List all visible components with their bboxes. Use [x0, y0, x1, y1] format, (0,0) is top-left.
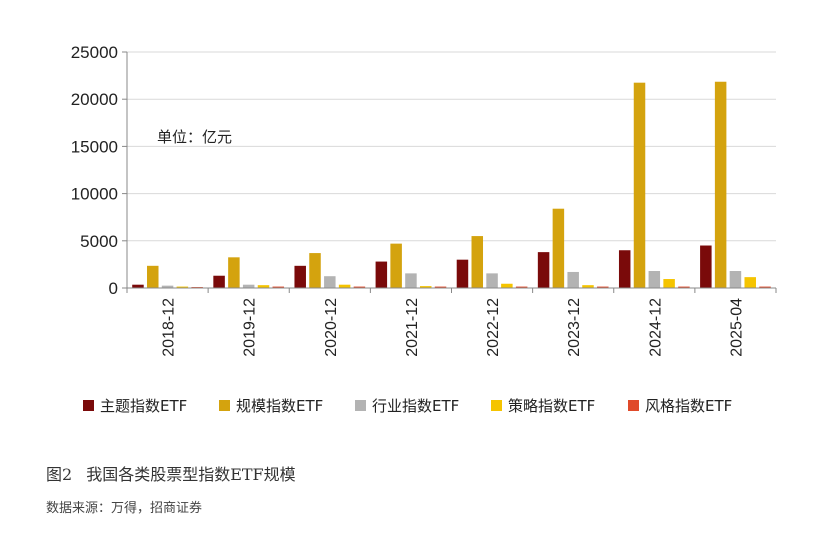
- legend-swatch: [83, 400, 94, 411]
- bar: [309, 253, 321, 288]
- unit-label: 单位：亿元: [157, 128, 232, 146]
- bar: [501, 283, 513, 288]
- bar: [434, 286, 447, 288]
- bar: [228, 257, 240, 288]
- bar: [486, 273, 498, 288]
- y-tick-label: 15000: [71, 137, 118, 156]
- bar: [176, 286, 189, 288]
- bar: [294, 265, 306, 288]
- grid-lines: [127, 51, 776, 242]
- x-tick-label: 2021-12: [404, 298, 421, 357]
- bar: [567, 271, 579, 288]
- bar: [648, 271, 661, 288]
- x-tick-label: 2018-12: [161, 298, 178, 357]
- bar: [257, 285, 270, 288]
- bar: [213, 275, 225, 288]
- legend-label: 行业指数ETF: [372, 397, 459, 415]
- legend-swatch: [355, 400, 366, 411]
- bar: [375, 261, 388, 288]
- x-tick-label: 2022-12: [485, 298, 502, 357]
- legend-swatch: [491, 400, 502, 411]
- figure-title: 我国各类股票型指数ETF规模: [86, 465, 296, 484]
- legend-label: 主题指数ETF: [100, 397, 187, 415]
- bar: [147, 265, 159, 288]
- y-tick-label: 20000: [71, 90, 118, 109]
- bar: [537, 252, 550, 288]
- legend-label: 策略指数ETF: [508, 397, 595, 415]
- bar: [678, 286, 690, 288]
- bar: [618, 250, 631, 288]
- bar: [324, 276, 336, 288]
- tick-labels: 0 5000 10000 15000 20000 25000 2018-12 2019-12 2…: [71, 43, 746, 357]
- bar: [700, 245, 712, 288]
- y-tick-label: 0: [109, 279, 118, 298]
- bar: [729, 271, 742, 288]
- bar: [663, 279, 675, 288]
- bar-chart: 0 5000 10000 15000 20000 25000 2018-12 2019-12 2…: [71, 43, 777, 415]
- figure-caption: 图2 我国各类股票型指数ETF规模: [46, 461, 296, 485]
- data-source: 数据来源：万得，招商证券: [46, 501, 203, 516]
- x-tick-label: 2024-12: [647, 298, 664, 357]
- bar: [759, 286, 771, 288]
- legend: 主题指数ETF 规模指数ETF 行业指数ETF 策略指数ETF 风格指数ETF: [83, 397, 732, 415]
- bar: [744, 277, 756, 288]
- bar: [161, 285, 174, 288]
- x-tick-label: 2025-04: [728, 298, 745, 357]
- bar: [405, 273, 417, 288]
- bar: [132, 284, 144, 288]
- bars: [132, 81, 771, 289]
- legend-swatch: [628, 400, 639, 411]
- legend-label: 风格指数ETF: [645, 397, 732, 415]
- bar: [597, 286, 609, 288]
- bar: [471, 236, 484, 288]
- bar: [272, 286, 285, 288]
- bar: [714, 81, 727, 289]
- x-tick-label: 2020-12: [323, 298, 340, 357]
- bar: [515, 286, 528, 288]
- axes: [122, 51, 777, 293]
- legend-label: 规模指数ETF: [236, 397, 323, 415]
- bar: [353, 286, 366, 288]
- y-tick-label: 10000: [71, 185, 118, 204]
- legend-swatch: [219, 400, 230, 411]
- x-tick-label: 2019-12: [242, 298, 259, 357]
- x-tick-label: 2023-12: [566, 298, 583, 357]
- bar: [633, 82, 646, 289]
- bar: [419, 286, 432, 288]
- y-tick-label: 25000: [71, 43, 118, 62]
- bar: [552, 208, 565, 288]
- bar: [338, 284, 351, 288]
- bar: [390, 243, 402, 288]
- bar: [582, 285, 594, 288]
- figure-number: 图2: [46, 465, 73, 484]
- y-tick-label: 5000: [80, 232, 118, 251]
- bar: [456, 259, 469, 288]
- bar: [242, 284, 255, 288]
